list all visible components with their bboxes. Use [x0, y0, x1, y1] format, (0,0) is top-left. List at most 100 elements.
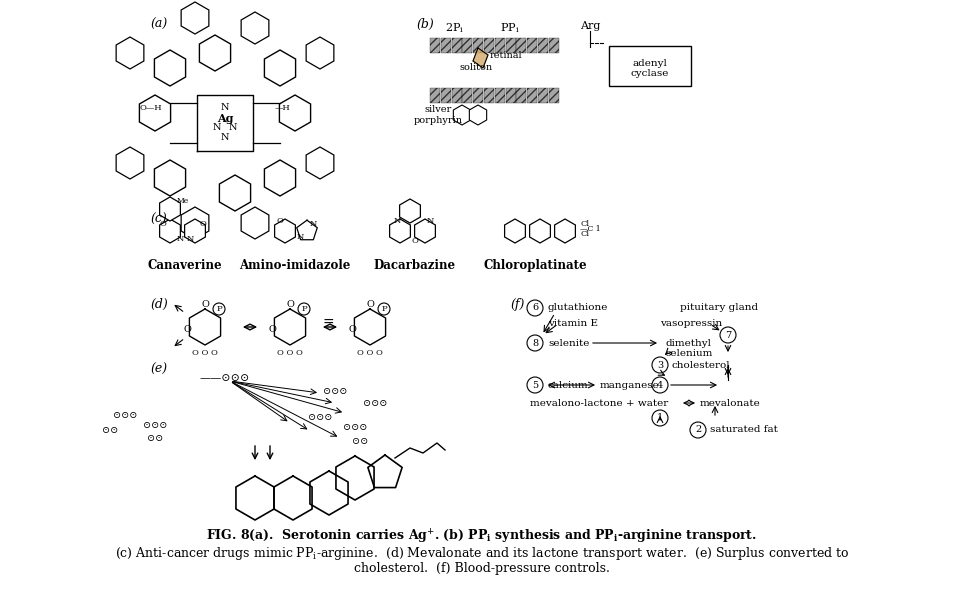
- Text: saturated fat: saturated fat: [710, 425, 778, 435]
- Polygon shape: [159, 197, 180, 221]
- Text: Cl: Cl: [580, 230, 590, 238]
- Text: O: O: [268, 325, 276, 334]
- Polygon shape: [280, 95, 311, 131]
- Bar: [527, 38, 538, 53]
- Text: cyclase: cyclase: [631, 69, 669, 77]
- Text: N: N: [212, 123, 221, 132]
- Text: silver: silver: [425, 105, 452, 114]
- Text: —H: —H: [275, 104, 290, 112]
- Text: (e): (e): [150, 363, 167, 376]
- Text: O—H: O—H: [140, 104, 163, 112]
- Text: 3: 3: [657, 360, 663, 370]
- Text: Ag: Ag: [217, 113, 234, 123]
- Text: vitamin E: vitamin E: [548, 319, 598, 329]
- Text: N: N: [221, 134, 230, 142]
- Text: ——⊙⊙⊙: ——⊙⊙⊙: [200, 373, 250, 383]
- Text: 7: 7: [725, 330, 731, 340]
- Polygon shape: [139, 95, 171, 131]
- Text: 5: 5: [532, 381, 538, 389]
- Text: calcium: calcium: [548, 381, 589, 389]
- Polygon shape: [241, 207, 269, 239]
- Polygon shape: [264, 50, 295, 86]
- Polygon shape: [200, 35, 231, 71]
- Text: Chloroplatinate: Chloroplatinate: [483, 259, 587, 272]
- Bar: [452, 38, 461, 53]
- Text: N: N: [296, 233, 304, 241]
- Text: O: O: [159, 220, 166, 228]
- Text: 8: 8: [532, 338, 538, 348]
- Bar: [484, 88, 494, 103]
- Text: O: O: [348, 325, 356, 334]
- Text: vasopressin: vasopressin: [660, 319, 722, 329]
- Bar: [462, 88, 473, 103]
- Bar: [527, 88, 538, 103]
- Text: N: N: [394, 217, 400, 225]
- Bar: [473, 88, 483, 103]
- Polygon shape: [264, 160, 295, 196]
- Text: PP$_{\mathregular{i}}$: PP$_{\mathregular{i}}$: [500, 21, 520, 35]
- Text: O O O: O O O: [357, 349, 383, 357]
- Text: (a): (a): [150, 18, 167, 31]
- Bar: [549, 38, 559, 53]
- Text: 2P$_{\mathregular{i}}$: 2P$_{\mathregular{i}}$: [446, 21, 464, 35]
- Text: N: N: [177, 235, 183, 243]
- Bar: [441, 88, 451, 103]
- Text: manganese: manganese: [600, 381, 660, 389]
- Bar: [538, 38, 548, 53]
- Bar: [430, 38, 440, 53]
- Bar: [462, 38, 473, 53]
- Text: cholesterol.  (f) Blood-pressure controls.: cholesterol. (f) Blood-pressure controls…: [354, 562, 610, 575]
- Text: Cl: Cl: [580, 220, 590, 228]
- Text: O O O: O O O: [192, 349, 218, 357]
- Bar: [506, 38, 515, 53]
- Bar: [538, 88, 548, 103]
- Text: (c) Anti-cancer drugs mimic PP$_{\mathregular{i}}$-arginine.  (d) Mevalonate and: (c) Anti-cancer drugs mimic PP$_{\mathre…: [115, 545, 849, 562]
- Text: pituitary gland: pituitary gland: [680, 303, 758, 313]
- Text: (d): (d): [150, 298, 168, 311]
- Text: 4: 4: [657, 381, 663, 389]
- Text: N: N: [221, 104, 230, 113]
- Polygon shape: [181, 207, 208, 239]
- Polygon shape: [154, 50, 185, 86]
- Polygon shape: [219, 175, 251, 211]
- Text: Amino-imidazole: Amino-imidazole: [239, 259, 350, 272]
- Text: dimethyl: dimethyl: [665, 338, 711, 348]
- Text: O: O: [200, 220, 207, 228]
- Polygon shape: [473, 48, 488, 68]
- Text: mevalono-lactone + water: mevalono-lactone + water: [530, 398, 668, 408]
- Text: ⊙⊙⊙: ⊙⊙⊙: [143, 421, 167, 430]
- Polygon shape: [400, 199, 421, 223]
- Text: ⊙⊙⊙: ⊙⊙⊙: [363, 398, 387, 408]
- Text: O: O: [183, 325, 191, 334]
- Text: ⊙⊙⊙: ⊙⊙⊙: [113, 411, 137, 420]
- Polygon shape: [555, 219, 575, 243]
- Text: N: N: [310, 220, 317, 228]
- Text: retinal: retinal: [490, 50, 523, 59]
- Polygon shape: [181, 2, 208, 34]
- Polygon shape: [505, 219, 525, 243]
- Bar: [516, 38, 526, 53]
- Text: O O O: O O O: [277, 349, 303, 357]
- Text: —C 1: —C 1: [580, 225, 600, 233]
- Text: (f): (f): [510, 298, 524, 311]
- Text: selenite: selenite: [548, 338, 590, 348]
- FancyBboxPatch shape: [609, 46, 691, 86]
- Polygon shape: [469, 105, 486, 125]
- Text: glutathione: glutathione: [548, 303, 608, 313]
- Polygon shape: [184, 219, 206, 243]
- Text: P: P: [381, 305, 387, 313]
- Text: ⊙⊙⊙: ⊙⊙⊙: [308, 414, 332, 422]
- Bar: [484, 38, 494, 53]
- Polygon shape: [306, 147, 334, 179]
- Text: N: N: [186, 235, 194, 243]
- Polygon shape: [415, 219, 435, 243]
- Polygon shape: [241, 12, 269, 44]
- Bar: [495, 38, 505, 53]
- Text: O: O: [201, 300, 209, 309]
- Polygon shape: [116, 37, 144, 69]
- Text: P: P: [301, 305, 307, 313]
- Text: 2: 2: [695, 425, 702, 435]
- Text: O: O: [277, 217, 284, 225]
- Text: adenyl: adenyl: [633, 58, 668, 67]
- Bar: [473, 38, 483, 53]
